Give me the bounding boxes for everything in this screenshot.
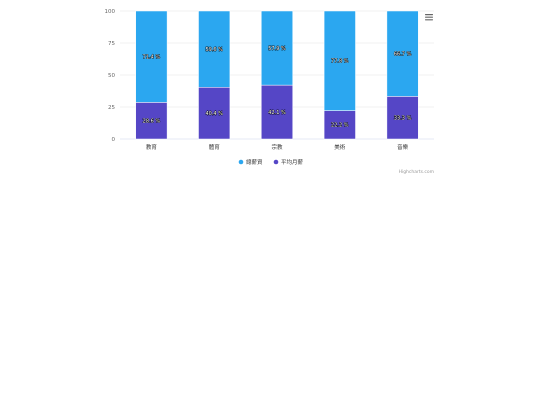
y-tick-label: 50	[108, 73, 115, 79]
legend-item-label[interactable]: 平均月薪	[281, 158, 304, 166]
bar-segment[interactable]	[198, 87, 231, 140]
hamburger-menu-icon[interactable]	[425, 14, 433, 21]
data-label: 33.3 %	[394, 115, 412, 121]
data-label: 28.6 %	[143, 118, 161, 124]
bar-segment[interactable]	[135, 102, 168, 140]
y-tick-label: 25	[108, 105, 115, 111]
data-label: 40.4 %	[205, 111, 223, 117]
data-label: 57.9 %	[268, 46, 286, 52]
bar-segment[interactable]	[261, 10, 293, 86]
bar-segment[interactable]	[386, 96, 419, 140]
x-axis: 教育 體育 宗教 美術 音樂	[146, 143, 409, 151]
data-label: 77.8 %	[331, 59, 349, 65]
x-category-label: 美術	[334, 143, 346, 151]
x-category-label: 教育	[146, 143, 158, 151]
bar-segment[interactable]	[323, 10, 356, 111]
bar-segment[interactable]	[198, 10, 231, 88]
y-tick-label: 0	[112, 137, 116, 143]
data-label: 71.4 %	[143, 54, 161, 60]
bar-segment[interactable]	[135, 10, 168, 103]
data-label: 66.7 %	[394, 51, 412, 57]
x-category-label: 體育	[209, 143, 221, 151]
credits-text[interactable]: Highcharts.com	[399, 169, 434, 175]
bars: 28.6 % 71.4 % 40.4 % 59.6 % 42.1 % 57.9 % 22.2…	[135, 10, 419, 140]
legend-marker[interactable]	[273, 159, 279, 165]
y-tick-label: 75	[108, 41, 115, 47]
legend-item-label[interactable]: 總薪資	[246, 158, 263, 166]
bar-segment[interactable]	[386, 10, 419, 97]
legend[interactable]: 總薪資 平均月薪	[238, 158, 304, 166]
x-category-label: 宗教	[271, 143, 283, 151]
x-category-label: 音樂	[397, 143, 409, 151]
data-label: 42.1 %	[268, 110, 286, 116]
data-label: 22.2 %	[331, 123, 349, 129]
legend-marker[interactable]	[238, 159, 244, 165]
data-label: 59.6 %	[205, 47, 223, 53]
y-axis: 0 25 50 75 100	[105, 9, 116, 143]
y-tick-label: 100	[105, 9, 116, 15]
